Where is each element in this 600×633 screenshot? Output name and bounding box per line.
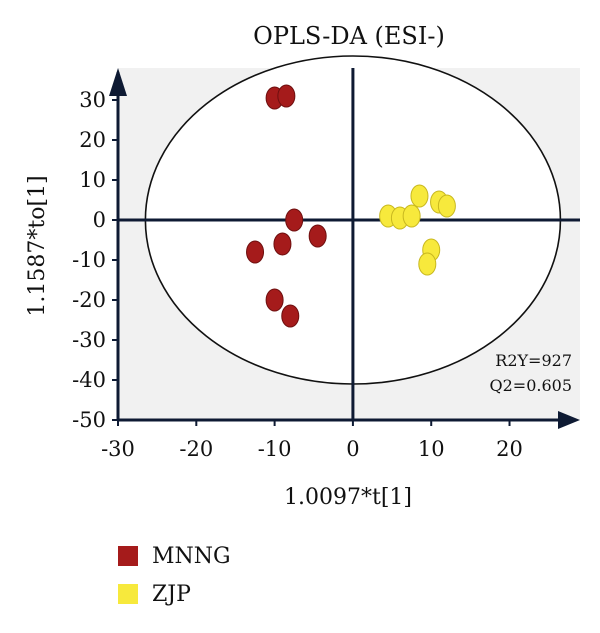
point-zjp: [437, 194, 456, 218]
point-mnng: [285, 208, 304, 232]
legend-label-mnng: MNNG: [152, 543, 231, 569]
point-mnng: [281, 304, 300, 328]
x-tick-label: -10: [258, 437, 292, 461]
point-mnng: [273, 232, 292, 256]
point-zjp: [418, 252, 437, 276]
annotation-q2: Q2=0.605: [489, 376, 572, 395]
y-tick-label: 30: [79, 88, 106, 112]
point-mnng: [277, 84, 296, 108]
point-mnng: [308, 224, 327, 248]
x-axis-label: 1.0097*t[1]: [284, 485, 412, 510]
legend-swatch-zjp: [118, 584, 138, 604]
y-tick-label: -30: [72, 328, 106, 352]
plot-area: -30 -20 -10 0 10 20 30 20 10 0 -10 -20 -30 -40 -50: [72, 55, 580, 461]
y-tick-label: -20: [72, 288, 106, 312]
x-tick-label: 20: [496, 437, 523, 461]
chart-title: OPLS-DA (ESI-): [253, 22, 445, 50]
legend-swatch-mnng: [118, 546, 138, 566]
point-zjp: [410, 184, 429, 208]
legend-label-zjp: ZJP: [152, 581, 191, 607]
point-mnng: [246, 240, 265, 264]
x-tick-label: 0: [346, 437, 359, 461]
x-tick-label: -20: [179, 437, 213, 461]
y-axis-label: 1.1587*to[1]: [25, 175, 50, 316]
legend-item-mnng: MNNG: [118, 540, 231, 572]
y-tick-label: 10: [79, 168, 106, 192]
point-mnng: [265, 288, 284, 312]
x-tick-label: 10: [418, 437, 445, 461]
annotation-r2y: R2Y=927: [495, 351, 572, 370]
legend: MNNG ZJP: [118, 540, 231, 616]
y-tick-label: 20: [79, 128, 106, 152]
y-axis-arrow: [109, 68, 127, 96]
y-tick-label: -50: [72, 408, 106, 432]
x-axis-arrow: [558, 411, 580, 429]
point-zjp: [402, 204, 421, 228]
y-tick-label: -10: [72, 248, 106, 272]
x-tick-label: -30: [101, 437, 135, 461]
legend-item-zjp: ZJP: [118, 578, 231, 610]
y-tick-label: 0: [93, 208, 106, 232]
y-tick-label: -40: [72, 368, 106, 392]
